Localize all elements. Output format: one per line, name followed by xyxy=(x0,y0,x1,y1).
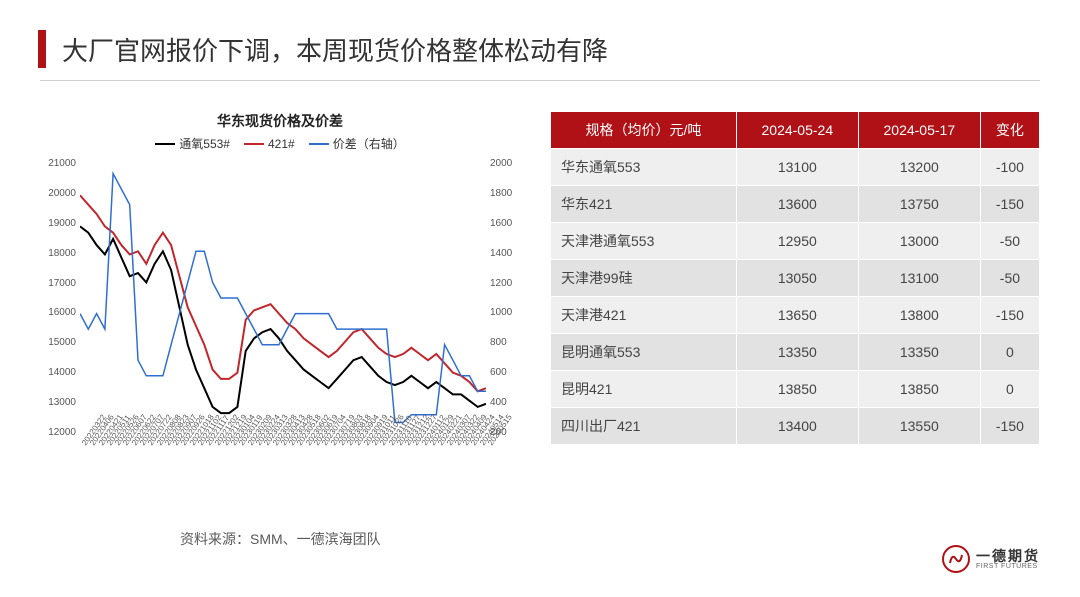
y-axis-right: 200018001600140012001000800600400200 xyxy=(490,158,520,438)
value-cell: -150 xyxy=(980,186,1039,223)
value-cell: 13350 xyxy=(736,334,858,371)
value-cell: 13800 xyxy=(858,297,980,334)
value-cell: 13200 xyxy=(858,149,980,186)
chart-legend: 通氧553# 421# 价差（右轴） xyxy=(40,135,520,152)
value-cell: 13000 xyxy=(858,223,980,260)
chart-box: 2100020000190001800017000160001500014000… xyxy=(40,158,520,478)
value-cell: 13550 xyxy=(858,408,980,445)
table-header-cell: 变化 xyxy=(980,112,1039,149)
brand-logo: 一德期货 FIRST FUTURES xyxy=(942,545,1040,573)
table-row: 华东4211360013750-150 xyxy=(551,186,1040,223)
logo-icon xyxy=(942,545,970,573)
accent-bar xyxy=(38,30,46,68)
table-row: 昆明42113850138500 xyxy=(551,371,1040,408)
value-cell: 0 xyxy=(980,334,1039,371)
legend-item: 价差（右轴） xyxy=(309,135,405,152)
table-row: 昆明通氧55313350133500 xyxy=(551,334,1040,371)
chart-title: 华东现货价格及价差 xyxy=(40,111,520,131)
value-cell: 12950 xyxy=(736,223,858,260)
table-row: 天津港4211365013800-150 xyxy=(551,297,1040,334)
x-axis-labels: 2022032220220406202204212022051120220526… xyxy=(80,438,486,478)
row-label-cell: 天津港421 xyxy=(551,297,737,334)
logo-cn: 一德期货 xyxy=(976,549,1040,563)
value-cell: 13650 xyxy=(736,297,858,334)
value-cell: 13400 xyxy=(736,408,858,445)
row-label-cell: 天津港99硅 xyxy=(551,260,737,297)
value-cell: 13050 xyxy=(736,260,858,297)
value-cell: 13850 xyxy=(736,371,858,408)
row-label-cell: 昆明421 xyxy=(551,371,737,408)
row-label-cell: 华东421 xyxy=(551,186,737,223)
value-cell: -150 xyxy=(980,297,1039,334)
table-row: 四川出厂4211340013550-150 xyxy=(551,408,1040,445)
value-cell: 13100 xyxy=(736,149,858,186)
chart-plot xyxy=(80,158,486,438)
table-header-cell: 2024-05-24 xyxy=(736,112,858,149)
row-label-cell: 天津港通氧553 xyxy=(551,223,737,260)
table-row: 天津港通氧5531295013000-50 xyxy=(551,223,1040,260)
legend-item: 421# xyxy=(244,135,295,152)
row-label-cell: 昆明通氧553 xyxy=(551,334,737,371)
value-cell: -50 xyxy=(980,223,1039,260)
title-bar: 大厂官网报价下调，本周现货价格整体松动有降 xyxy=(0,0,1080,80)
price-table: 规格（均价）元/吨2024-05-242024-05-17变化 华东通氧5531… xyxy=(550,111,1040,445)
table-row: 天津港99硅1305013100-50 xyxy=(551,260,1040,297)
chart-area: 华东现货价格及价差 通氧553# 421# 价差（右轴） 2100020000190… xyxy=(40,111,520,478)
table-header-row: 规格（均价）元/吨2024-05-242024-05-17变化 xyxy=(551,112,1040,149)
row-label-cell: 四川出厂421 xyxy=(551,408,737,445)
legend-item: 通氧553# xyxy=(155,135,230,152)
value-cell: 13850 xyxy=(858,371,980,408)
y-axis-left: 2100020000190001800017000160001500014000… xyxy=(40,158,76,438)
table-header-cell: 2024-05-17 xyxy=(858,112,980,149)
table-body: 华东通氧5531310013200-100华东4211360013750-150… xyxy=(551,149,1040,445)
value-cell: 13350 xyxy=(858,334,980,371)
logo-text: 一德期货 FIRST FUTURES xyxy=(976,549,1040,570)
content: 华东现货价格及价差 通氧553# 421# 价差（右轴） 2100020000190… xyxy=(0,81,1080,478)
value-cell: 0 xyxy=(980,371,1039,408)
table-row: 华东通氧5531310013200-100 xyxy=(551,149,1040,186)
data-source: 资料来源：SMM、一德滨海团队 xyxy=(180,529,381,549)
logo-en: FIRST FUTURES xyxy=(976,563,1040,570)
value-cell: 13100 xyxy=(858,260,980,297)
value-cell: 13750 xyxy=(858,186,980,223)
row-label-cell: 华东通氧553 xyxy=(551,149,737,186)
value-cell: -150 xyxy=(980,408,1039,445)
table-header-cell: 规格（均价）元/吨 xyxy=(551,112,737,149)
value-cell: -100 xyxy=(980,149,1039,186)
value-cell: 13600 xyxy=(736,186,858,223)
page-title: 大厂官网报价下调，本周现货价格整体松动有降 xyxy=(62,31,608,68)
value-cell: -50 xyxy=(980,260,1039,297)
price-table-area: 规格（均价）元/吨2024-05-242024-05-17变化 华东通氧5531… xyxy=(550,111,1040,478)
